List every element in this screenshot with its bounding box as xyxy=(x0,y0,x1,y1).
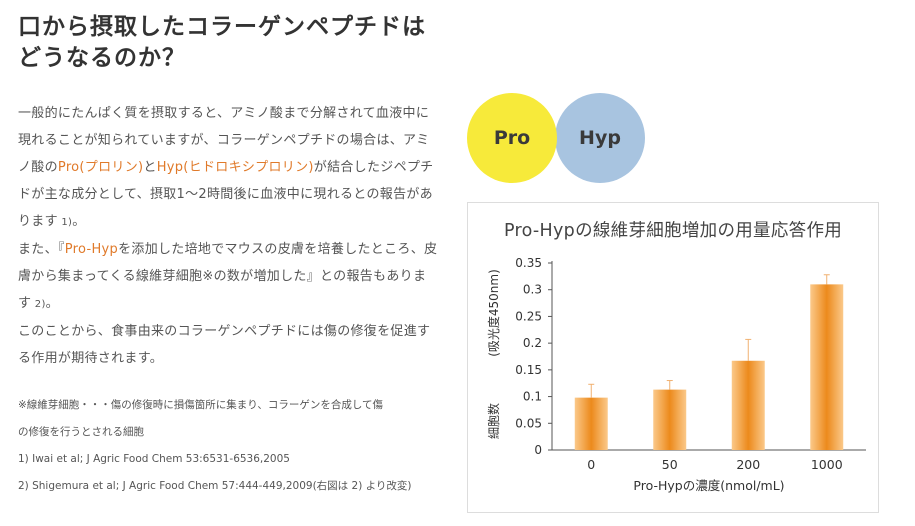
text-span: 一般的にたんぱく質を摂取すると、アミノ酸まで分解されて血液中に現れることが知られ… xyxy=(18,106,430,175)
reference-2: 2) xyxy=(31,299,46,310)
text-span: を添加した培地でマウスの皮膚を培養したところ、皮膚から集まってくる線維芽細胞※の… xyxy=(18,242,438,311)
x-tick-label: 1000 xyxy=(811,457,843,472)
y-tick-label: 0.25 xyxy=(515,309,542,323)
reference-1: 1) xyxy=(57,217,73,228)
paragraph-2: また、『Pro-Hypを添加した培地でマウスの皮膚を培養したところ、皮膚から集ま… xyxy=(18,236,438,318)
reference-note-2: 2) Shigemura et al; J Agric Food Chem 57… xyxy=(18,480,412,492)
y-tick-label: 0.2 xyxy=(523,336,542,350)
footnote-definition: ※線維芽細胞・・・傷の修復時に損傷箇所に集まり、コラーゲンを合成して傷 xyxy=(18,399,384,411)
y-axis-label-unit: (吸光度450nm) xyxy=(486,269,501,357)
reference-note-1: 1) Iwai et al; J Agric Food Chem 53:6531… xyxy=(18,453,290,465)
y-tick-label: 0 xyxy=(534,443,542,457)
paragraph-1: 一般的にたんぱく質を摂取すると、アミノ酸まで分解されて血液中に現れることが知られ… xyxy=(18,100,438,236)
chart-panel: Pro-Hypの線維芽細胞増加の用量応答作用 0 0.05 0.1 0.15 0.2 0.… xyxy=(467,202,879,513)
paragraph-3: このことから、食事由来のコラーゲンペプチドには傷の修復を促進する作用が期待されま… xyxy=(18,324,431,366)
text-span: 。 xyxy=(72,214,86,229)
x-tick-label: 50 xyxy=(662,457,678,472)
text-span: と xyxy=(143,160,157,175)
bar xyxy=(731,360,765,450)
bar xyxy=(653,389,687,450)
y-axis-label: 細胞数 xyxy=(486,403,501,439)
prohyp-highlight: Pro-Hyp xyxy=(64,242,119,257)
y-tick-label: 0.35 xyxy=(515,256,542,270)
hyp-circle: Hyp xyxy=(555,93,645,183)
y-tick-label: 0.1 xyxy=(523,390,542,404)
footnotes: ※線維芽細胞・・・傷の修復時に損傷箇所に集まり、コラーゲンを合成して傷 の修復を… xyxy=(18,392,438,500)
body-text: 一般的にたんぱく質を摂取すると、アミノ酸まで分解されて血液中に現れることが知られ… xyxy=(18,100,438,372)
bar xyxy=(574,397,608,450)
x-axis-label: Pro-Hypの濃度(nmol/mL) xyxy=(633,478,784,493)
bar-chart: 0 0.05 0.1 0.15 0.2 0.25 0.3 0.35 0 50 200 1000 Pro-… xyxy=(486,256,866,493)
y-tick-label: 0.3 xyxy=(523,283,542,297)
text-span: 。 xyxy=(45,296,59,311)
x-tick-label: 200 xyxy=(736,457,760,472)
chart-title: Pro-Hypの線維芽細胞増加の用量応答作用 xyxy=(503,221,843,241)
hyp-highlight: Hyp(ヒドロキシプロリン) xyxy=(156,160,314,175)
x-tick-label: 0 xyxy=(587,457,595,472)
pro-highlight: Pro(プロリン) xyxy=(57,160,144,175)
y-tick-label: 0.05 xyxy=(515,416,542,430)
text-span: が結合したジペプチドが主な成分として、摂取1～2時間後に血液中に現れるとの報告が… xyxy=(18,160,434,229)
pro-hyp-diagram: Hyp Pro xyxy=(467,93,657,185)
page-title: 口から摂取したコラーゲンペプチドは どうなるのか？ xyxy=(18,14,426,71)
text-span: また、『 xyxy=(18,242,65,257)
bar xyxy=(810,284,844,450)
y-tick-label: 0.15 xyxy=(515,363,542,377)
pro-circle: Pro xyxy=(467,93,557,183)
footnote-definition-cont: の修復を行うとされる細胞 xyxy=(18,426,144,438)
